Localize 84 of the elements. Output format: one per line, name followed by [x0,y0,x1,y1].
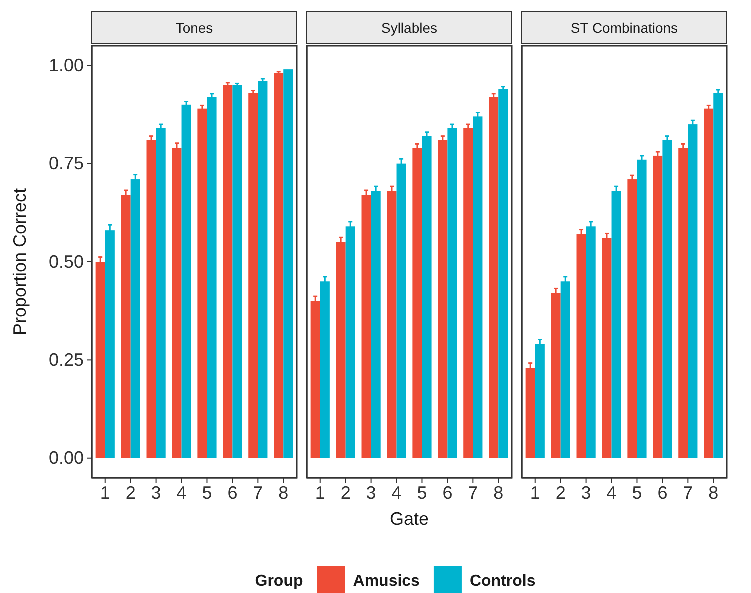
legend-label: Controls [470,573,536,590]
bar [274,73,284,458]
bar [714,93,724,458]
x-tick-label: 5 [417,482,428,503]
legend-label: Amusics [353,573,420,590]
x-tick-label: 6 [442,482,453,503]
bar [678,148,688,458]
bar [172,148,182,458]
bar [464,128,474,458]
bar [387,191,397,458]
x-tick-label: 8 [278,482,289,503]
x-tick-label: 6 [228,482,238,503]
bar [637,160,647,458]
x-tick-label: 8 [494,482,504,503]
y-tick-label: 0.25 [48,350,84,370]
x-tick-label: 7 [683,482,694,503]
x-tick-label: 7 [468,482,478,503]
bar [586,226,596,458]
x-tick-label: 4 [176,482,187,503]
bar [207,97,217,458]
bar [396,164,406,458]
bar [320,282,330,458]
x-axis-title: Gate [390,509,430,529]
x-tick-label: 2 [556,482,566,503]
bar [412,148,422,458]
bar [248,93,258,458]
bar [362,195,372,458]
x-tick-label: 5 [632,482,642,503]
bar [628,180,638,458]
x-tick-label: 8 [708,482,719,503]
y-tick-label: 0.50 [48,252,84,272]
bar [346,226,356,458]
bar [473,116,483,458]
x-tick-label: 4 [392,482,402,503]
x-tick-label: 1 [100,482,110,503]
bar [688,124,698,458]
bar [121,195,131,458]
bar [422,136,432,458]
bar [535,344,545,458]
chart-title: Tones [176,20,214,36]
x-tick-label: 3 [366,482,376,503]
bar [336,242,346,458]
x-tick-label: 4 [606,482,617,503]
bar [489,97,499,458]
bar [576,234,586,458]
x-tick-label: 3 [581,482,592,503]
x-tick-label: 6 [658,482,668,503]
bar [223,85,233,458]
y-tick-label: 0.75 [48,154,84,174]
y-tick-label: 1.00 [48,55,84,76]
x-tick-label: 3 [151,482,162,503]
bar [156,128,166,458]
chart-title: ST Combinations [570,20,678,36]
chart-title: Syllables [381,20,438,36]
bar [612,191,622,458]
bar [96,262,106,458]
bar [146,140,156,458]
bar [284,70,294,458]
x-tick-label: 5 [202,482,212,503]
y-tick-label: 0.00 [48,448,84,468]
y-axis-title: Proportion Correct [10,188,30,336]
x-tick-label: 2 [126,482,136,503]
bar [602,238,612,458]
bar [371,191,381,458]
bar [130,180,140,458]
bar [560,282,570,458]
x-tick-label: 2 [340,482,351,503]
bar [526,368,536,458]
bar [551,293,561,458]
bar [448,128,458,458]
bar [232,85,242,458]
bar [498,89,508,458]
bar [662,140,672,458]
bar [182,104,192,458]
bar [310,301,320,458]
x-tick-label: 7 [253,482,264,503]
x-tick-label: 1 [315,482,326,503]
legend-title: Group [255,573,304,590]
bar [198,108,208,458]
x-tick-label: 1 [530,482,540,503]
bar [653,156,663,458]
bar [258,81,268,458]
bar [438,140,448,458]
bar [704,108,714,458]
